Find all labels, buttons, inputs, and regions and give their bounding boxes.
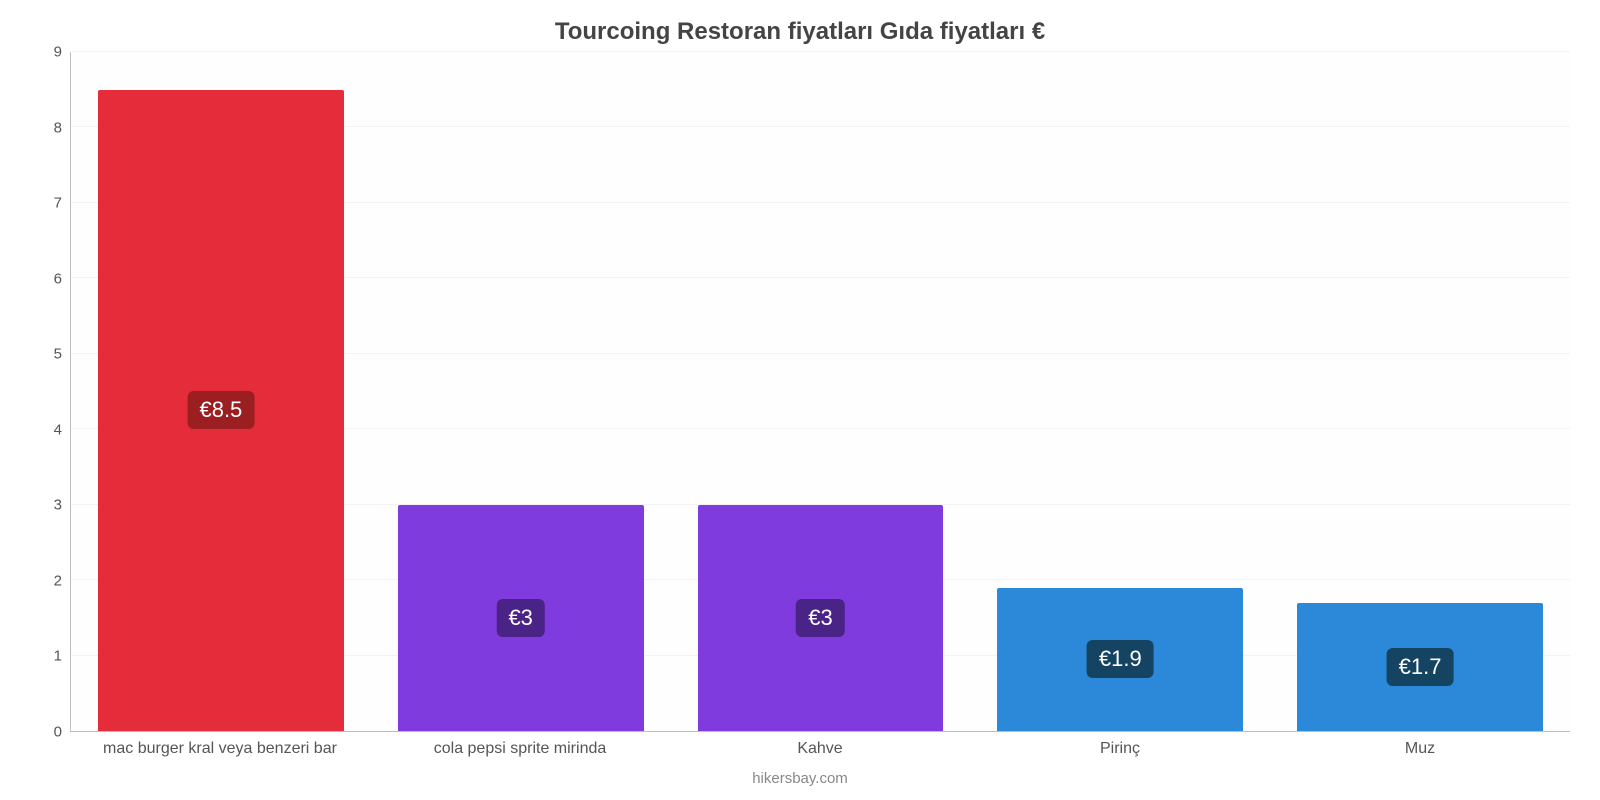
y-tick-label: 8 [54, 119, 62, 136]
value-badge: €1.9 [1087, 640, 1154, 678]
x-axis-label: Muz [1270, 732, 1570, 758]
x-axis-labels: mac burger kral veya benzeri barcola pep… [70, 732, 1570, 758]
y-tick-label: 4 [54, 421, 62, 438]
plot-area: €8.5 €3 €3 €1.9 €1.7 [70, 52, 1570, 732]
y-tick-label: 1 [54, 648, 62, 665]
footer-credit: hikersbay.com [30, 770, 1570, 787]
bar-slot: €8.5 [71, 52, 371, 731]
bar: €1.7 [1297, 603, 1543, 731]
bar-slot: €1.7 [1270, 52, 1570, 731]
bar: €8.5 [98, 90, 344, 731]
bar: €3 [698, 505, 944, 731]
value-badge: €3 [796, 599, 844, 637]
x-axis-label: cola pepsi sprite mirinda [370, 732, 670, 758]
y-tick-label: 7 [54, 195, 62, 212]
y-tick-label: 0 [54, 724, 62, 741]
bar: €1.9 [997, 588, 1243, 731]
plot-frame: 0123456789 €8.5€3€3€1.9€1.7 [30, 52, 1570, 732]
value-badge: €1.7 [1387, 648, 1454, 686]
x-axis-label: Pirinç [970, 732, 1270, 758]
bar-slot: €3 [671, 52, 971, 731]
chart-title: Tourcoing Restoran fiyatları Gıda fiyatl… [30, 18, 1570, 46]
bars-row: €8.5 €3 €3 €1.9 €1.7 [71, 52, 1570, 731]
y-tick-label: 5 [54, 346, 62, 363]
value-badge: €8.5 [187, 391, 254, 429]
y-tick-label: 3 [54, 497, 62, 514]
bar-slot: €1.9 [970, 52, 1270, 731]
chart-container: Tourcoing Restoran fiyatları Gıda fiyatl… [0, 0, 1600, 800]
x-axis-label: Kahve [670, 732, 970, 758]
y-axis: 0123456789 [30, 52, 70, 732]
x-axis-label: mac burger kral veya benzeri bar [70, 732, 370, 758]
y-tick-label: 9 [54, 44, 62, 61]
value-badge: €3 [496, 599, 544, 637]
y-tick-label: 2 [54, 572, 62, 589]
y-tick-label: 6 [54, 270, 62, 287]
bar-slot: €3 [371, 52, 671, 731]
bar: €3 [398, 505, 644, 731]
